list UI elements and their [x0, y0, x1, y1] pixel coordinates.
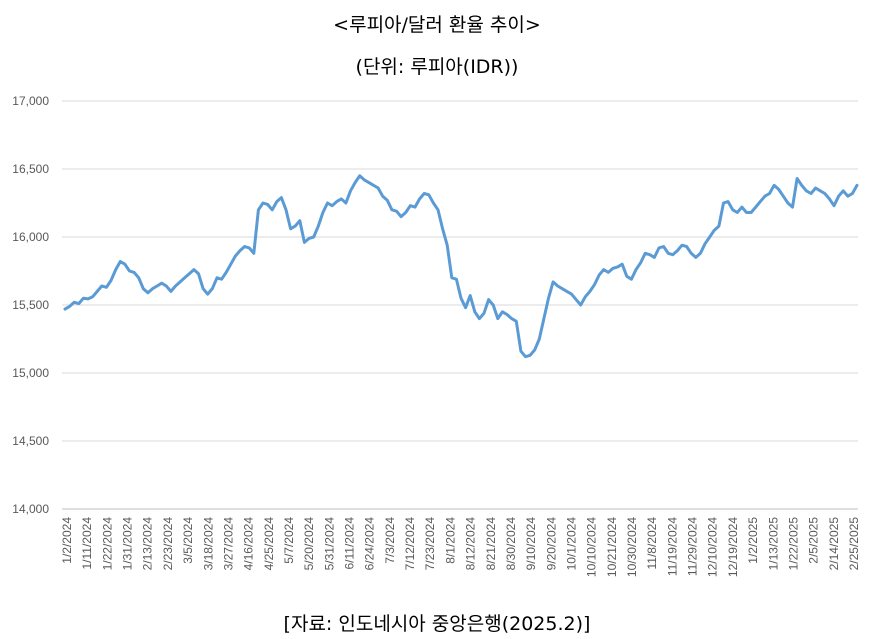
x-tick-label: 4/25/2024: [262, 517, 276, 571]
x-tick-label: 10/21/2024: [605, 517, 619, 577]
x-tick-label: 11/8/2024: [645, 517, 659, 570]
x-tick-label: 10/1/2024: [564, 517, 578, 571]
x-tick-label: 1/13/2025: [766, 517, 780, 571]
chart-title: <루피아/달러 환율 추이>: [333, 14, 541, 36]
y-tick-label: 15,500: [12, 298, 49, 312]
series-layer: [63, 174, 859, 359]
x-tick-label: 7/3/2024: [383, 517, 397, 564]
x-tick-label: 9/20/2024: [544, 517, 558, 571]
x-tick-label: 6/24/2024: [363, 517, 377, 571]
x-axis-ticks: 1/2/2024 1/11/2024 1/22/2024 1/31/2024 2/13/…: [60, 517, 861, 577]
x-tick-label: 7/23/2024: [423, 517, 437, 571]
x-tick-label: 5/20/2024: [302, 517, 316, 571]
x-tick-label: 10/10/2024: [585, 517, 599, 577]
x-tick-label: 3/5/2024: [181, 517, 195, 564]
y-tick-label: 14,500: [12, 434, 49, 448]
x-tick-label: 1/22/2025: [786, 517, 800, 571]
x-tick-label: 1/2/2024: [60, 517, 74, 564]
gridlines: [62, 100, 858, 510]
x-tick-label: 8/1/2024: [443, 517, 457, 564]
x-tick-label: 8/12/2024: [464, 517, 478, 571]
x-tick-label: 3/27/2024: [221, 517, 235, 571]
x-tick-label: 11/19/2024: [665, 517, 679, 576]
x-tick-label: 2/14/2025: [827, 517, 841, 571]
x-tick-label: 1/22/2024: [100, 517, 114, 571]
x-tick-label: 12/19/2024: [726, 517, 740, 577]
y-axis-ticks: 14,000 14,500 15,000 15,500 16,000 16,500 17,0…: [12, 94, 49, 516]
x-tick-label: 5/7/2024: [282, 517, 296, 564]
x-tick-label: 1/31/2024: [121, 517, 135, 571]
y-tick-label: 16,000: [12, 230, 49, 244]
y-tick-label: 16,500: [12, 162, 49, 176]
x-tick-label: 1/2/2025: [746, 517, 760, 564]
x-tick-label: 11/29/2024: [686, 517, 700, 576]
x-tick-label: 1/11/2024: [80, 517, 94, 570]
x-tick-label: 8/30/2024: [504, 517, 518, 571]
exchange-rate-line: [63, 174, 859, 359]
chart-subtitle: (단위: 루피아(IDR)): [355, 56, 519, 78]
source-note: [자료: 인도네시아 중앙은행(2025.2)]: [283, 613, 591, 635]
y-tick-label: 14,000: [12, 502, 49, 516]
x-tick-label: 2/23/2024: [161, 517, 175, 571]
y-tick-label: 15,000: [12, 366, 49, 380]
x-tick-label: 3/18/2024: [201, 517, 215, 571]
x-tick-label: 9/10/2024: [524, 517, 538, 571]
x-tick-label: 2/25/2025: [847, 517, 861, 571]
x-tick-label: 7/12/2024: [403, 517, 417, 571]
x-tick-label: 4/16/2024: [242, 517, 256, 571]
x-tick-label: 10/30/2024: [625, 517, 639, 577]
x-tick-label: 2/13/2024: [141, 517, 155, 571]
x-tick-label: 12/10/2024: [706, 517, 720, 577]
x-tick-label: 6/11/2024: [343, 517, 357, 570]
y-tick-label: 17,000: [12, 94, 49, 108]
x-tick-label: 2/5/2025: [807, 517, 821, 564]
x-tick-label: 5/31/2024: [322, 517, 336, 571]
x-tick-label: 8/21/2024: [484, 517, 498, 571]
